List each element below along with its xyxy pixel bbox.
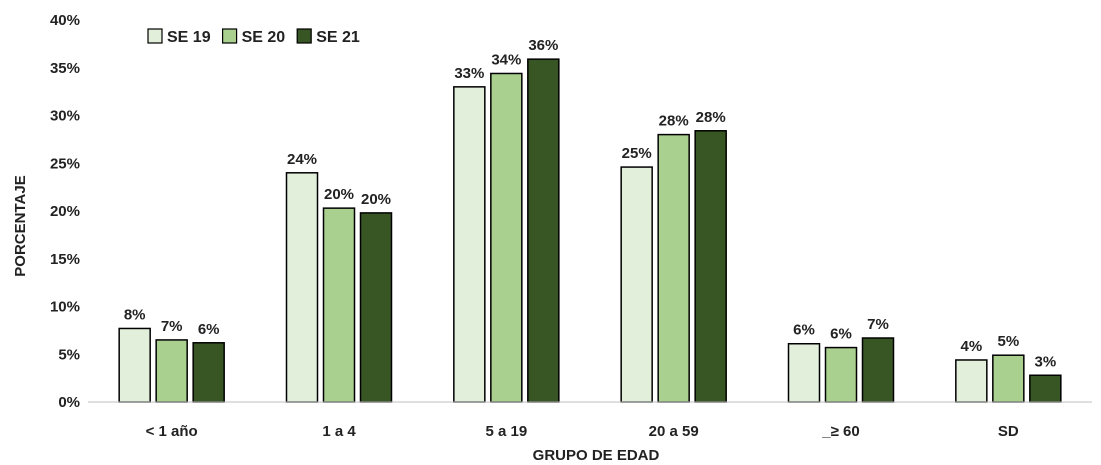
data-label: 4% xyxy=(960,338,982,355)
data-label: 7% xyxy=(161,318,183,335)
x-category-label: 1 a 4 xyxy=(322,423,356,440)
bar xyxy=(620,166,653,403)
bar xyxy=(359,212,393,403)
data-label: 6% xyxy=(198,321,220,338)
y-tick-label: 20% xyxy=(50,203,80,220)
y-tick-label: 40% xyxy=(50,12,80,29)
bar xyxy=(694,130,727,403)
data-label: 5% xyxy=(997,333,1019,350)
data-label: 20% xyxy=(361,191,391,208)
data-label: 3% xyxy=(1034,353,1056,370)
data-label: 6% xyxy=(793,322,815,339)
bar xyxy=(955,359,988,403)
bars xyxy=(118,58,1062,403)
y-tick-label: 10% xyxy=(50,299,80,316)
x-category-label: 5 a 19 xyxy=(485,423,527,440)
bar xyxy=(657,133,690,403)
bar xyxy=(322,207,356,403)
legend-swatch xyxy=(221,28,238,44)
bar xyxy=(490,72,523,403)
bar xyxy=(992,354,1025,403)
data-label: 6% xyxy=(830,326,852,343)
legend-swatch xyxy=(296,28,312,44)
bar xyxy=(861,337,895,403)
bar xyxy=(453,86,486,403)
data-label: 8% xyxy=(124,306,146,323)
bar xyxy=(787,342,821,403)
legend-label: SE 21 xyxy=(316,29,360,46)
bar xyxy=(155,339,188,403)
x-category-label: SD xyxy=(998,423,1019,440)
legend: SE 19 SE 20 SE 21 xyxy=(147,28,360,46)
legend-swatch xyxy=(147,28,163,44)
data-label: 28% xyxy=(696,109,726,126)
y-tick-label: 0% xyxy=(58,394,80,411)
data-label: 7% xyxy=(867,316,889,333)
bar xyxy=(285,172,319,403)
x-category-label: _≥ 60 xyxy=(821,423,859,440)
bar xyxy=(527,58,560,403)
y-axis-ticks: 0% 5% 10% 15% 20% 25% 30% 35% 40% xyxy=(50,12,80,411)
data-label: 20% xyxy=(324,186,354,203)
x-axis-title: GRUPO DE EDAD xyxy=(533,447,660,464)
x-category-label: < 1 año xyxy=(146,423,198,440)
bar xyxy=(192,342,225,403)
legend-label: SE 20 xyxy=(242,29,286,46)
data-label: 34% xyxy=(491,51,521,68)
y-tick-label: 35% xyxy=(50,60,80,77)
bar xyxy=(118,327,151,403)
data-label: 33% xyxy=(454,65,484,82)
data-label: 25% xyxy=(622,145,652,162)
y-axis-title: PORCENTAJE xyxy=(12,175,29,276)
bar xyxy=(1029,374,1062,403)
y-tick-label: 30% xyxy=(50,108,80,125)
x-axis-categories: < 1 año 1 a 4 5 a 19 20 a 59 _≥ 60 SD xyxy=(146,423,1019,440)
data-label: 24% xyxy=(287,151,317,168)
y-tick-label: 5% xyxy=(58,346,80,363)
data-label: 36% xyxy=(528,37,558,54)
bar xyxy=(824,346,858,403)
data-label: 28% xyxy=(659,113,689,130)
y-tick-label: 25% xyxy=(50,155,80,172)
x-category-label: 20 a 59 xyxy=(649,423,699,440)
data-labels: 8% 7% 6% 24% 20% 20% 33% 34% 36% 25% 28% 28% 6% 6% 7% 4… xyxy=(124,37,1056,370)
y-tick-label: 15% xyxy=(50,251,80,268)
legend-label: SE 19 xyxy=(167,29,211,46)
